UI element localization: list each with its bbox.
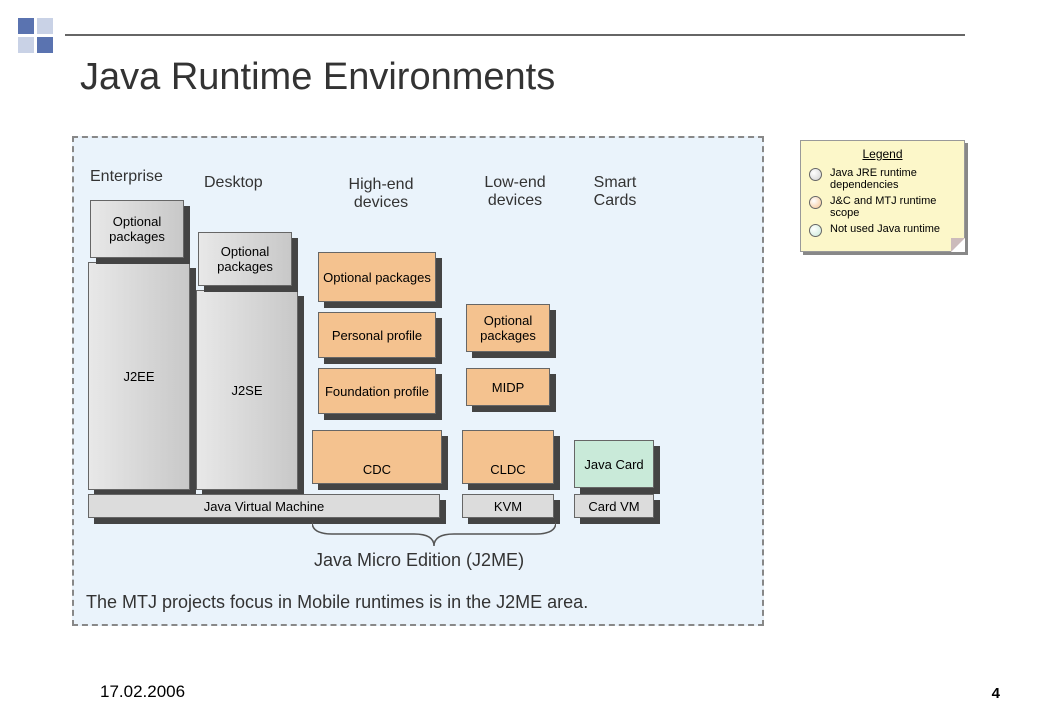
cldc-label: CLDC bbox=[490, 462, 525, 477]
col-lowend-label: Low-end devices bbox=[470, 174, 560, 210]
legend-label-0: Java JRE runtime dependencies bbox=[830, 167, 956, 191]
page-number: 4 bbox=[992, 685, 1000, 702]
legend-box: Legend Java JRE runtime dependencies J&C… bbox=[800, 140, 965, 252]
foundation-label: Foundation profile bbox=[325, 384, 429, 399]
legend-label-1: J&C and MTJ runtime scope bbox=[830, 195, 956, 219]
footer-text: The MTJ projects focus in Mobile runtime… bbox=[86, 592, 588, 613]
legend-item-2: Not used Java runtime bbox=[809, 223, 956, 237]
personal-label: Personal profile bbox=[332, 328, 422, 343]
legend-item-0: Java JRE runtime dependencies bbox=[809, 167, 956, 191]
opt-pkg-label-3: Optional packages bbox=[323, 270, 431, 285]
legend-title: Legend bbox=[809, 147, 956, 161]
col-smart-label: Smart Cards bbox=[580, 174, 650, 210]
j2ee-label: J2EE bbox=[123, 369, 154, 384]
j2me-bracket bbox=[312, 522, 556, 548]
header-line bbox=[65, 34, 965, 36]
col-highend-label: High-end devices bbox=[326, 176, 436, 212]
page-title: Java Runtime Environments bbox=[80, 56, 555, 99]
j2se-label: J2SE bbox=[231, 383, 262, 398]
col-desktop-label: Desktop bbox=[204, 174, 263, 192]
col-enterprise-label: Enterprise bbox=[90, 168, 163, 186]
legend-item-1: J&C and MTJ runtime scope bbox=[809, 195, 956, 219]
kvm-label: KVM bbox=[494, 499, 522, 514]
midp-label: MIDP bbox=[492, 380, 525, 395]
legend-fold-icon bbox=[951, 238, 965, 252]
corner-decoration bbox=[18, 18, 53, 53]
slide-date: 17.02.2006 bbox=[100, 682, 185, 702]
diagram-area: Enterprise Desktop High-end devices Low-… bbox=[72, 136, 764, 626]
opt-pkg-label: Optional packages bbox=[91, 214, 183, 244]
legend-dot-teal bbox=[809, 224, 822, 237]
javacard-label: Java Card bbox=[584, 457, 643, 472]
j2me-label: Java Micro Edition (J2ME) bbox=[314, 550, 524, 571]
legend-label-2: Not used Java runtime bbox=[830, 223, 940, 235]
cardvm-label: Card VM bbox=[588, 499, 639, 514]
cdc-label: CDC bbox=[363, 462, 391, 477]
legend-dot-orange bbox=[809, 196, 822, 209]
jvm-label: Java Virtual Machine bbox=[204, 499, 324, 514]
opt-pkg-label-4: Optional packages bbox=[467, 313, 549, 343]
legend-dot-gray bbox=[809, 168, 822, 181]
opt-pkg-label-2: Optional packages bbox=[199, 244, 291, 274]
